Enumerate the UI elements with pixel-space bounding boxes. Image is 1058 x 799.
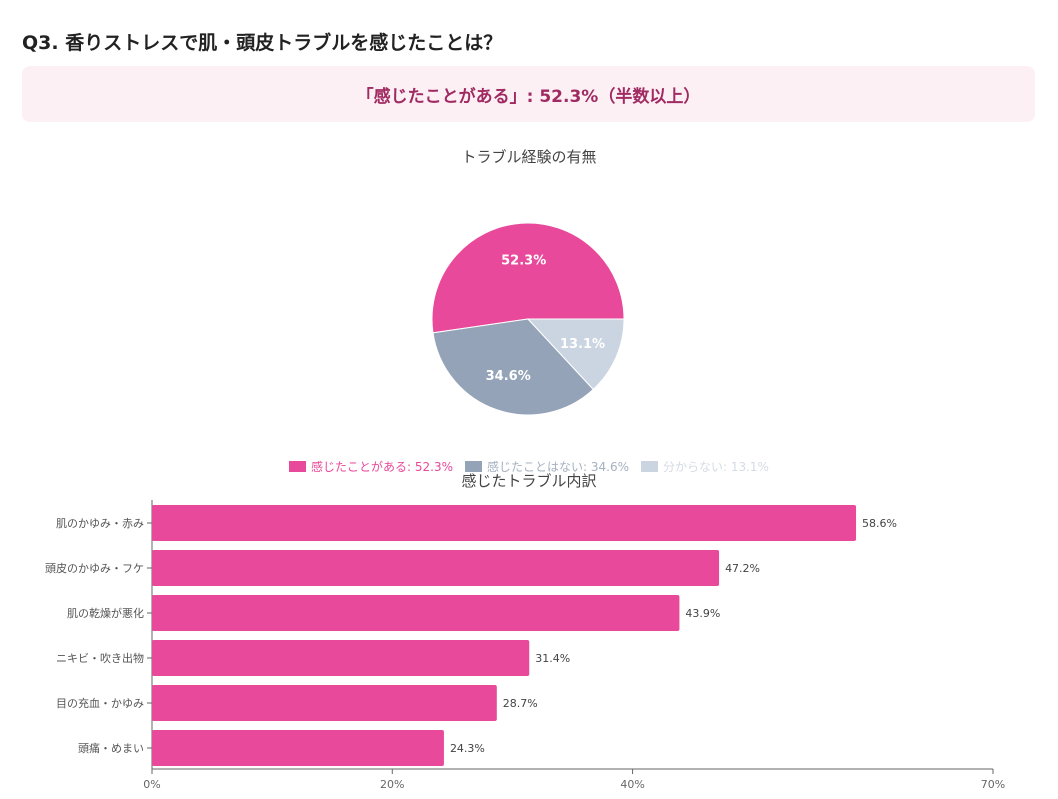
category-label: 肌のかゆみ・赤み [56,517,144,530]
bar[interactable] [152,550,720,586]
legend-item[interactable]: 感じたことはない: 34.6% [465,458,629,475]
category-label: 頭痛・めまい [78,741,144,755]
category-label: 肌の乾燥が悪化 [67,606,144,620]
bar-data-label: 31.4% [535,652,570,665]
pie-data-label: 34.6% [486,369,531,384]
legend-item[interactable]: 分からない: 13.1% [640,458,769,475]
pie-data-label: 52.3% [501,254,546,269]
pie-title: トラブル経験の有無 [461,148,597,166]
bar-data-label: 58.6% [862,517,897,530]
x-tick-label: 70% [981,778,1005,791]
legend-label: 感じたことがある: 52.3% [311,460,453,474]
pie-slice[interactable] [432,318,594,416]
pie-slice[interactable] [526,318,625,391]
category-label: ニキビ・吹き出物 [56,651,144,665]
bar[interactable] [152,505,857,541]
summary-text: 「感じたことがある」: 52.3%（半数以上） [356,86,701,107]
bar[interactable] [152,595,680,631]
category-label: 目の充血・かゆみ [56,696,144,710]
pie-slice[interactable] [431,222,625,334]
bar[interactable] [152,730,444,766]
x-tick-label: 20% [380,778,404,791]
bar-data-label: 28.7% [503,697,538,710]
bar-title: 感じたトラブル内訳 [461,472,597,490]
category-label: 頭皮のかゆみ・フケ [45,562,144,575]
x-tick-label: 0% [143,778,160,791]
bar[interactable] [152,685,497,721]
legend-label: 分からない: 13.1% [662,460,769,474]
bar-data-label: 43.9% [685,607,720,620]
summary-banner: 「感じたことがある」: 52.3%（半数以上） [22,66,1035,122]
legend-swatch [465,461,482,472]
bar[interactable] [152,640,530,676]
legend-label: 感じたことはない: 34.6% [487,460,629,474]
bar-data-label: 47.2% [725,562,760,575]
legend-swatch [289,461,307,472]
pie-legend: 感じたことがある: 52.3% 感じたことはない: 34.6% 分からない: 1… [0,458,1058,475]
question-title: Q3. 香りストレスで肌・頭皮トラブルを感じたことは？ [22,32,503,54]
x-tick-label: 40% [620,778,644,791]
legend-swatch [640,461,658,472]
legend-item[interactable]: 感じたことがある: 52.3% [289,458,453,475]
pie-data-label: 13.1% [560,337,605,352]
bar-data-label: 24.3% [450,742,485,755]
